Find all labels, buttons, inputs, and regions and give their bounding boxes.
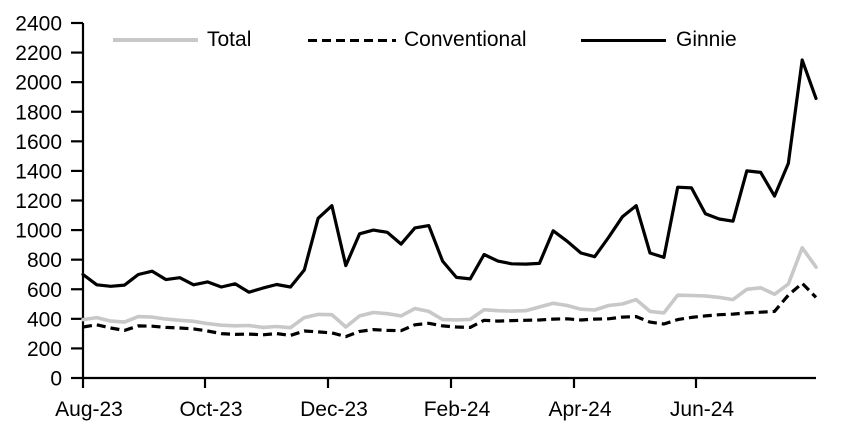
x-tick-label: Dec-23 — [300, 398, 368, 421]
series-line-total — [81, 246, 818, 330]
x-tick-label: Apr-24 — [548, 398, 611, 421]
series-line-ginnie — [81, 58, 818, 294]
y-tick-label: 1800 — [15, 101, 62, 124]
y-tick-label: 1000 — [15, 220, 62, 243]
y-tick-label: 0 — [50, 368, 62, 391]
y-tick-label: 1200 — [15, 190, 62, 213]
x-tick-label: Aug-23 — [55, 398, 123, 421]
axes-lines — [81, 23, 816, 380]
y-tick-label: 400 — [27, 308, 62, 331]
y-tick-label: 2400 — [15, 13, 62, 36]
y-tick-label: 600 — [27, 279, 62, 302]
y-tick-label: 2000 — [15, 72, 62, 95]
y-tick-label: 2200 — [15, 42, 62, 65]
series-line-conventional — [82, 281, 818, 339]
x-tick-label: Jun-24 — [670, 398, 735, 421]
y-tick-label: 1600 — [15, 131, 62, 154]
y-tick-label: 1400 — [15, 160, 62, 183]
x-tick-label: Feb-24 — [424, 398, 491, 421]
y-tick-label: 800 — [27, 249, 62, 272]
y-tick-label: 200 — [27, 338, 62, 361]
x-tick-label: Oct-23 — [179, 398, 242, 421]
